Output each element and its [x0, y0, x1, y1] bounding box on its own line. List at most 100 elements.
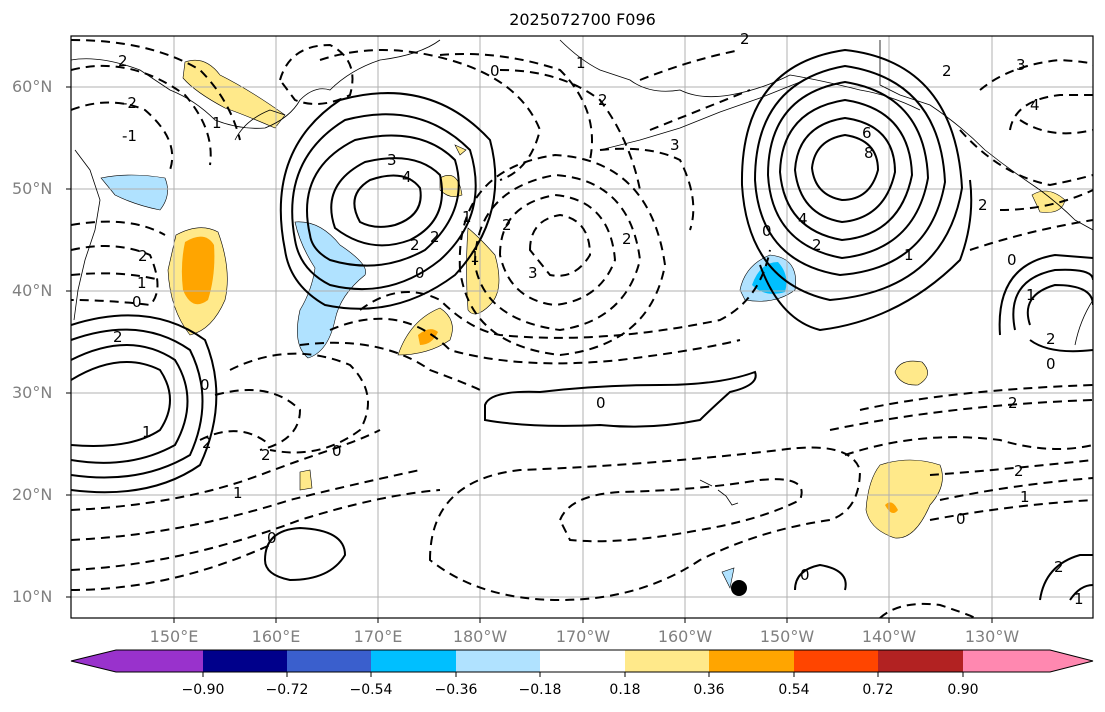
coastline-hawaii — [699, 479, 739, 506]
shade-positive-strong — [418, 329, 438, 345]
contour-negative — [929, 499, 1093, 521]
contours — [71, 39, 1093, 618]
contour-negative — [71, 429, 381, 511]
contour-positive — [306, 134, 460, 267]
contour-label: 0 — [267, 529, 277, 547]
lon-label: 160°W — [657, 627, 713, 646]
gridlines — [71, 36, 1093, 618]
contour-negative — [1019, 119, 1093, 135]
contour-negative — [498, 193, 617, 307]
lat-label: 30°N — [12, 383, 53, 402]
shade-negative-strong — [752, 262, 787, 294]
contour-negative — [929, 459, 1093, 476]
contour-positive — [740, 48, 964, 302]
contour-label: 2 — [1014, 462, 1024, 480]
contour-positive — [759, 179, 973, 332]
contour-label: 0 — [596, 394, 606, 412]
lat-label: 50°N — [12, 179, 53, 198]
contour-positive — [71, 344, 189, 464]
contour-negative — [359, 249, 771, 339]
contour-label: 3 — [528, 264, 538, 282]
colorbar-bin — [203, 650, 287, 672]
contour-label: 0 — [490, 62, 500, 80]
contour-negative — [428, 446, 862, 602]
contour-label: 4 — [798, 210, 808, 228]
contour-negative — [979, 58, 1093, 91]
contour-negative — [558, 478, 803, 543]
colorbar-tick-label: 0.54 — [778, 682, 810, 698]
contour-negative — [71, 245, 159, 307]
lon-label: 180°W — [452, 627, 508, 646]
contour-positive — [353, 174, 422, 228]
colorbar-bin — [709, 650, 794, 672]
contour-label: 2 — [942, 62, 952, 80]
lon-label: 150°E — [149, 627, 199, 646]
contour-zero — [1039, 554, 1093, 601]
contour-negative — [829, 399, 1093, 431]
coastline-asia — [71, 39, 441, 129]
colorbar-tick-label: −0.54 — [349, 682, 393, 698]
shade-positive — [299, 469, 313, 491]
contour-label: 0 — [762, 222, 772, 240]
contour-label: 1 — [142, 423, 152, 441]
contour-positive — [998, 253, 1093, 336]
contour-positive — [753, 64, 947, 277]
contour-labels: 2 1 0 -1 -2 2 3 4 0 2 1 2 3 2 1 0 1 2 2 … — [113, 30, 1084, 608]
contour-label: 3 — [387, 151, 397, 169]
contour-negative — [229, 352, 369, 454]
contour-negative — [999, 189, 1093, 211]
shade-negative — [100, 174, 168, 211]
colorbar-bin — [371, 650, 456, 672]
contour-negative — [299, 341, 481, 391]
contour-label: 2 — [740, 30, 750, 48]
coastline-namerica — [1074, 299, 1093, 346]
contour-negative — [214, 389, 302, 451]
colorbar-tick-label: −0.36 — [434, 682, 478, 698]
colorbar-bin — [287, 650, 371, 672]
lat-label: 10°N — [12, 587, 53, 606]
colorbar-tick-label: −0.72 — [265, 682, 309, 698]
colorbar-bin — [794, 650, 878, 672]
contour-label: 3 — [670, 136, 680, 154]
contour-label: 0 — [1046, 355, 1056, 373]
contour-label: 2 — [812, 236, 822, 254]
contour-label: 2 — [430, 228, 440, 246]
lon-label: 160°E — [251, 627, 301, 646]
contour-negative — [473, 173, 642, 332]
map-title: 2025072700 F096 — [509, 10, 656, 29]
contour-negative — [639, 49, 741, 81]
contour-positive — [1012, 268, 1093, 331]
contour-label: 0 — [132, 293, 142, 311]
contour-positive — [1026, 283, 1093, 326]
shade-negative — [721, 567, 735, 589]
contour-negative — [959, 129, 1093, 187]
shade-positive — [894, 360, 928, 386]
contour-label: -2 — [122, 94, 137, 112]
contour-positive — [279, 92, 497, 310]
colorbar-tick-label: 0.18 — [609, 682, 641, 698]
colorbar-bin — [878, 650, 963, 672]
coastline-aleutians — [599, 81, 801, 151]
lon-label: 140°W — [861, 627, 917, 646]
contour-label: 1 — [462, 208, 472, 226]
contour-negative — [528, 213, 592, 277]
contour-negative — [649, 89, 751, 131]
contour-negative — [71, 101, 174, 171]
contour-positive — [291, 113, 477, 291]
contour-label: 2 — [113, 328, 123, 346]
colorbar-bin — [540, 650, 625, 672]
contour-positive — [810, 133, 880, 202]
contour-negative — [71, 489, 441, 571]
map-frame — [70, 35, 1094, 619]
lat-label: 20°N — [12, 485, 53, 504]
coastline-kamchatka — [234, 109, 286, 141]
coastline-japan — [73, 149, 101, 321]
shade-positive-strong — [181, 236, 215, 305]
shade-positive — [865, 459, 943, 539]
coastline-alaska — [559, 39, 921, 111]
contour-label: 0 — [200, 376, 210, 394]
contour-label: 4 — [1030, 96, 1040, 114]
contour-label: 1 — [904, 246, 914, 264]
contour-positive — [71, 361, 171, 447]
colorbar-tick-label: −0.18 — [518, 682, 562, 698]
